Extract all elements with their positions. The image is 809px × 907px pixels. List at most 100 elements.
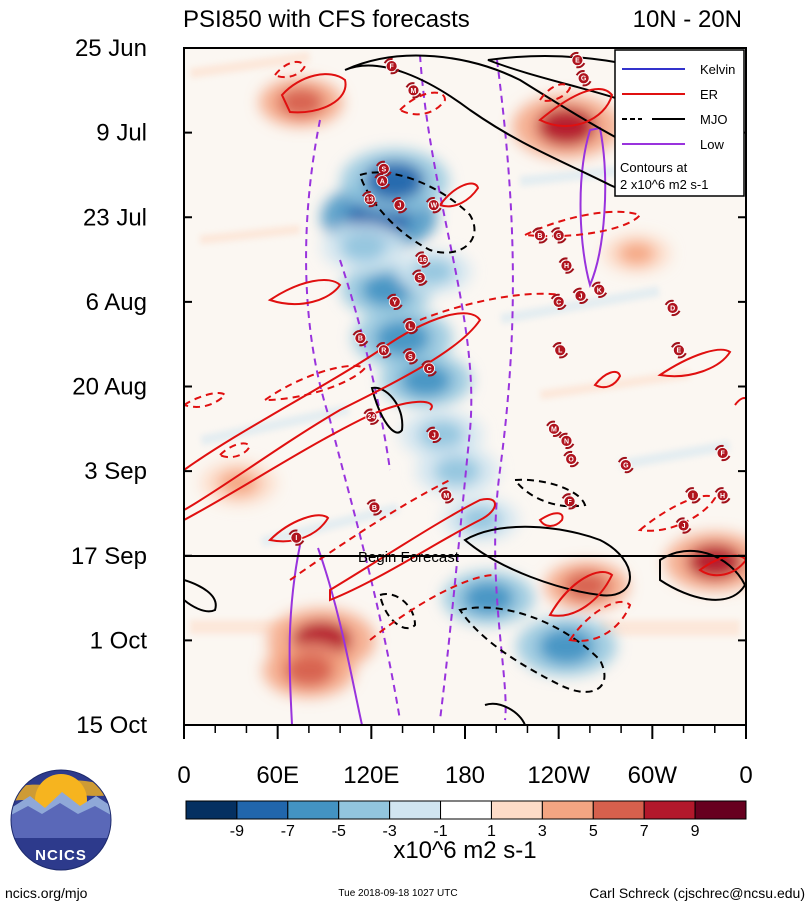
storm-marker: N [558, 432, 575, 450]
er-contour [593, 370, 622, 389]
storm-marker: L [552, 342, 569, 359]
storm-label: 16 [419, 257, 427, 264]
storm-label: L [408, 324, 413, 331]
storm-swirl [414, 251, 431, 268]
legend-label-er: ER [700, 87, 718, 102]
storm-dot [440, 489, 453, 502]
storm-swirl [391, 197, 408, 214]
storm-swirl [352, 329, 369, 347]
colorbar-bin [592, 800, 645, 820]
colorbar-tick-label: -5 [332, 823, 346, 840]
storm-marker: M [546, 420, 562, 437]
anomaly-blob-core [538, 628, 594, 665]
y-tick-label: 1 Oct [90, 627, 148, 654]
storm-dot [413, 271, 426, 284]
ncics-logo: NCICS [10, 769, 112, 871]
colorbar-units: x10^6 m2 s-1 [393, 837, 536, 864]
x-tick-label: 60W [628, 762, 678, 789]
colorbar-bin [694, 800, 747, 820]
colorbar-tick-label: 1 [487, 823, 496, 840]
storm-label: R [381, 348, 386, 355]
storm-swirl [366, 499, 383, 516]
y-axis: 25 Jun 9 Jul 23 Jul 6 Aug 20 Aug 3 Sep 17 Sep 1… [71, 35, 746, 739]
storm-label: S [381, 166, 386, 173]
storm-swirl [375, 342, 392, 359]
storm-dot [404, 320, 417, 332]
storm-marker: C [550, 293, 567, 311]
storm-label: J [397, 203, 401, 210]
storm-swirl [383, 57, 400, 75]
storm-marker: 16 [414, 251, 431, 268]
er-contour [438, 182, 480, 208]
storm-label: B [372, 505, 377, 512]
storm-marker: J [425, 426, 442, 444]
storm-marker: H [714, 487, 731, 504]
storm-label: J [579, 293, 583, 300]
y-tick-label: 9 Jul [96, 120, 147, 147]
storm-marker: G [550, 227, 567, 244]
storm-dot [565, 453, 578, 465]
er-contour [184, 312, 482, 511]
storm-dot [552, 295, 565, 308]
legend: Kelvin ER MJO Low Contours at 2 x10^6 m2… [614, 49, 745, 197]
er-contour [538, 88, 614, 127]
anomaly-blob-core [463, 581, 514, 615]
storm-label: G [581, 76, 587, 83]
storm-dot [571, 54, 584, 66]
storm-swirl [671, 342, 687, 359]
storm-swirl [591, 281, 608, 298]
legend-box [614, 49, 745, 197]
storm-dot [552, 229, 565, 242]
colorbar-bin [287, 800, 340, 820]
storm-dot [534, 229, 546, 242]
y-tick-label: 23 Jul [83, 204, 147, 231]
storm-label: I [295, 535, 297, 542]
storm-dot [560, 435, 573, 447]
storm-label: S [417, 275, 422, 282]
colorbar-tick-label: 9 [691, 823, 700, 840]
legend-label-mjo: MJO [700, 112, 727, 127]
storm-label: F [389, 64, 394, 71]
storm-label: B [537, 233, 542, 240]
storm-swirl [550, 293, 567, 311]
storm-label: K [597, 287, 602, 294]
storm-dot [593, 283, 606, 296]
colorbar-ticks: -9 -7 -5 -3 -1 1 3 5 7 9 [230, 823, 700, 840]
er-contour [289, 479, 451, 581]
storm-swirl [664, 299, 681, 317]
x-axis: 0 60E 120E 180 120W 60W 0 [177, 47, 753, 789]
storm-marker: K [591, 281, 608, 298]
storm-dot [376, 175, 389, 187]
storm-swirl [558, 257, 575, 274]
storm-marker: W [425, 197, 442, 214]
footer-link[interactable]: ncics.org/mjo [5, 885, 88, 901]
storm-dot [377, 162, 390, 175]
storm-label: 24 [367, 414, 375, 421]
storm-marker: C [421, 360, 437, 377]
mjo-contour [484, 702, 526, 725]
storm-swirl [714, 487, 731, 504]
er-contour [329, 498, 496, 602]
er-contour [548, 570, 614, 617]
x-tick-label: 0 [177, 762, 190, 789]
er-contour [568, 600, 632, 642]
storm-label: S [408, 354, 413, 361]
storm-marker: D [664, 299, 681, 317]
storm-label: M [411, 88, 417, 95]
storm-swirl [675, 517, 692, 534]
colorbar-bin [643, 800, 696, 820]
storm-marker: R [375, 342, 392, 359]
storm-marker: I [685, 487, 701, 504]
storm-dot [354, 332, 367, 345]
colorbar-tick-label: 7 [640, 823, 649, 840]
storm-swirl [550, 227, 567, 244]
colorbar-bin [185, 800, 238, 820]
storm-label: F [720, 450, 725, 457]
storm-label: W [430, 203, 437, 210]
storm-swirl [402, 317, 419, 335]
anomaly-blob-core [434, 456, 481, 486]
storm-swirl [421, 360, 437, 377]
storm-label: C [427, 366, 432, 373]
